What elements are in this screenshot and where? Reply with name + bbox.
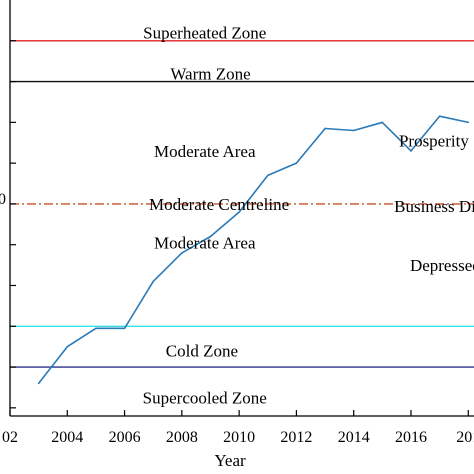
zone-label: Depressed [410,256,474,275]
data-point [266,174,269,177]
x-tick-label: 2010 [223,429,255,446]
data-point [95,327,97,330]
data-point [209,235,212,238]
zone-label: Supercooled Zone [143,389,267,408]
zone-label: Business Dividi [394,197,474,216]
zone-label: Moderate Centreline [149,195,289,214]
data-point [37,382,40,385]
data-point [295,162,298,164]
y-tick-label-partial: 0 [0,191,6,208]
data-point [66,345,69,348]
reference-lines [10,40,474,368]
zone-label: Prosperity [399,132,469,151]
x-axis-title: Year [214,451,246,470]
data-point [123,327,126,330]
x-tick-label: 2016 [395,429,427,446]
x-tick-labels: 02 2004 2006 2008 2010 2012 2014 2016 201 [2,429,474,446]
x-tick-label: 201 [456,429,474,446]
zone-label: Moderate Area [154,234,256,253]
x-tick-label: 2004 [51,429,83,446]
y-tick-marks [10,40,16,409]
data-point [381,121,384,124]
x-tick-marks [9,410,469,416]
x-tick-label: 02 [2,429,18,446]
data-point [467,121,470,124]
data-point [410,150,412,152]
data-series [37,115,470,385]
data-point [352,129,355,132]
data-point [152,280,155,283]
data-point [438,115,441,118]
zone-label: Warm Zone [170,64,250,83]
zone-label: Moderate Area [154,142,256,161]
zone-labels: Superheated Zone Warm Zone Moderate Area Pr… [143,24,474,408]
zone-label: Cold Zone [166,342,238,361]
x-tick-label: 2006 [109,429,141,446]
data-point [181,252,183,254]
data-point [238,211,240,213]
x-tick-label: 2014 [338,429,370,446]
series-line-0 [37,115,469,384]
x-tick-label: 2012 [280,429,312,446]
x-tick-label: 2008 [166,429,198,446]
zone-label: Superheated Zone [143,24,266,43]
data-point [324,127,326,130]
